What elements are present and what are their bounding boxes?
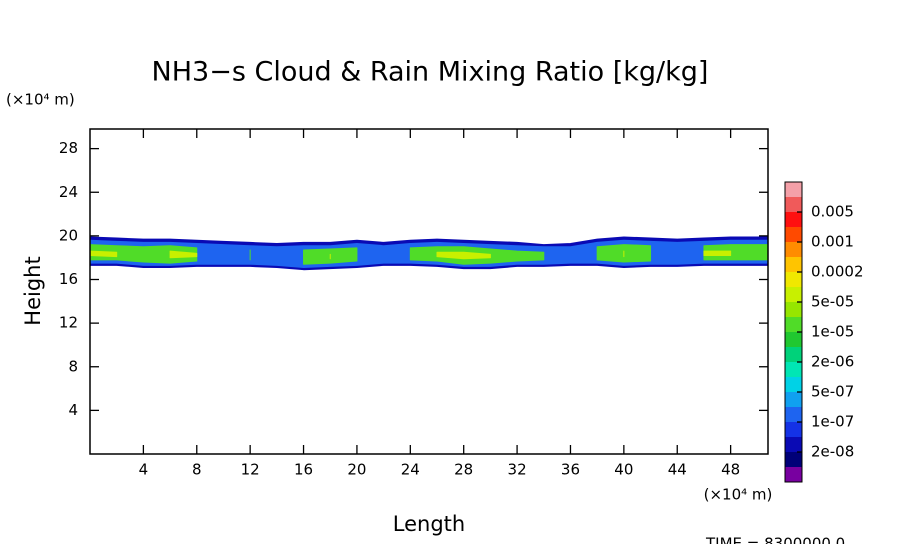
colorbar-swatch: [785, 347, 802, 362]
colorbar-swatch: [785, 302, 802, 317]
colorbar-label: 5e-07: [811, 383, 854, 401]
y-tick-label: 16: [59, 270, 78, 288]
x-tick-label: 48: [721, 461, 740, 479]
colorbar-swatch: [785, 377, 802, 392]
colorbar-label: 0.0002: [811, 263, 864, 281]
x-tick-label: 12: [241, 461, 260, 479]
y-tick-label: 4: [68, 401, 78, 419]
x-tick-label: 32: [508, 461, 527, 479]
cloud-region: [89, 244, 198, 264]
colorbar-label: 0.005: [811, 203, 854, 221]
colorbar-swatch: [785, 452, 802, 467]
x-tick-label: 20: [347, 461, 366, 479]
x-tick-label: 4: [139, 461, 149, 479]
colorbar-swatch: [785, 467, 802, 482]
colorbar-swatch: [785, 227, 802, 242]
colorbar-swatch: [785, 317, 802, 332]
y-tick-label: 28: [59, 139, 78, 157]
colorbar-label: 2e-06: [811, 353, 854, 371]
colorbar-swatch: [785, 332, 802, 347]
colorbar-swatch: [785, 362, 802, 377]
colorbar-swatch: [785, 197, 802, 212]
colorbar-swatch: [785, 407, 802, 422]
y-tick-label: 24: [59, 183, 78, 201]
y-axis-label: Height: [21, 256, 45, 325]
cloud-region: [436, 251, 491, 260]
x-tick-label: 16: [294, 461, 313, 479]
colorbar-swatch: [785, 287, 802, 302]
chart-title: NH3−s Cloud & Rain Mixing Ratio [kg/kg]: [152, 57, 709, 88]
x-tick-label: 40: [614, 461, 633, 479]
colorbar-label: 5e-05: [811, 293, 854, 311]
colorbar-swatch: [785, 182, 802, 197]
colorbar-swatch: [785, 422, 802, 437]
x-tick-label: 24: [401, 461, 420, 479]
footer: TIME = 8300000.0: [705, 535, 845, 544]
y-unit: (×10⁴ m): [6, 91, 75, 109]
x-unit: (×10⁴ m): [704, 486, 773, 504]
x-tick-label: 44: [668, 461, 687, 479]
cloud-region: [703, 250, 732, 257]
x-tick-label: 36: [561, 461, 580, 479]
colorbar-label: 0.001: [811, 233, 854, 251]
colorbar-swatch: [785, 257, 802, 272]
y-tick-label: 8: [68, 357, 78, 375]
x-tick-label: 8: [192, 461, 202, 479]
cloud-region: [89, 250, 118, 258]
colorbar-swatch: [785, 212, 802, 227]
colorbar-label: 1e-05: [811, 323, 854, 341]
y-tick-label: 20: [59, 226, 78, 244]
cloud-region: [169, 250, 198, 259]
colorbar-label: 2e-08: [811, 443, 854, 461]
colorbar-swatch: [785, 392, 802, 407]
y-tick-label: 12: [59, 314, 78, 332]
x-tick-label: 28: [454, 461, 473, 479]
plot-frame: [89, 128, 769, 455]
colorbar-swatch: [785, 242, 802, 257]
colorbar-swatch: [785, 272, 802, 287]
colorbar-label: 1e-07: [811, 413, 854, 431]
x-axis-label: Length: [393, 512, 465, 536]
colorbar-swatch: [785, 437, 802, 452]
